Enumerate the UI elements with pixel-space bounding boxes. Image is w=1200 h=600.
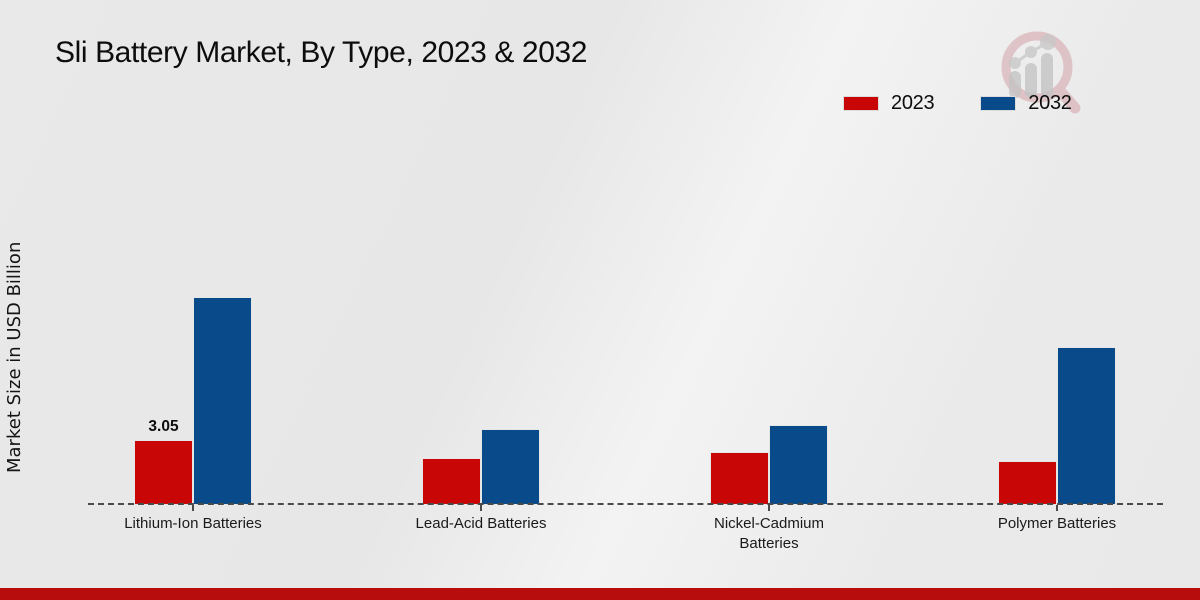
bar-2032-lithium-ion-batteries <box>193 297 252 505</box>
chart-title: Sli Battery Market, By Type, 2023 & 2032 <box>55 36 588 69</box>
legend-swatch-2032 <box>980 96 1017 111</box>
bar-2032-lead-acid-batteries <box>481 429 540 505</box>
bar-2023-nickel-cadmium-batteries <box>710 452 769 505</box>
x-axis-label-lead-acid-batteries: Lead-Acid Batteries <box>415 515 547 532</box>
legend: 2023 2032 <box>843 92 1072 115</box>
x-axis-tick-lead-acid-batteries <box>480 505 482 511</box>
bar-2032-nickel-cadmium-batteries <box>769 425 828 505</box>
x-axis-label-nickel-cadmium-batteries: Nickel-Cadmium Batteries <box>713 515 825 552</box>
x-axis-label-lithium-ion-batteries: Lithium-Ion Batteries <box>124 515 262 532</box>
bar-2023-lithium-ion-batteries <box>134 440 193 505</box>
x-axis-label-polymer-batteries: Polymer Batteries <box>997 515 1117 532</box>
bar-2023-polymer-batteries <box>998 461 1057 505</box>
bar-2032-polymer-batteries <box>1057 347 1116 505</box>
footer-bar <box>0 588 1200 600</box>
legend-swatch-2023 <box>843 96 879 111</box>
bar-2023-lead-acid-batteries <box>422 458 481 505</box>
legend-item-2023: 2023 <box>843 92 935 115</box>
x-axis-tick-lithium-ion-batteries <box>192 505 194 511</box>
x-axis-tick-polymer-batteries <box>1056 505 1058 511</box>
legend-label-2032: 2032 <box>1028 92 1072 114</box>
bar-value-2023-lithium-ion-batteries: 3.05 <box>148 418 179 435</box>
x-axis-line <box>88 503 1163 505</box>
brand-logo-icon <box>1001 31 1081 114</box>
x-axis-tick-nickel-cadmium-batteries <box>768 505 770 511</box>
legend-label-2023: 2023 <box>891 92 935 114</box>
legend-item-2032: 2032 <box>980 92 1072 115</box>
